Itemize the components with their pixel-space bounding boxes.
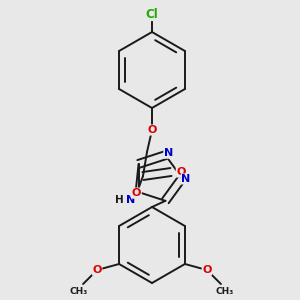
Text: O: O [92,265,102,275]
Text: Cl: Cl [146,8,158,20]
Text: H: H [115,195,123,205]
Text: O: O [202,265,212,275]
Text: CH₃: CH₃ [216,287,234,296]
Text: O: O [176,167,186,177]
Text: N: N [126,195,136,205]
Text: O: O [147,125,157,135]
Text: N: N [182,174,190,184]
Text: N: N [164,148,173,158]
Text: CH₃: CH₃ [70,287,88,296]
Text: O: O [132,188,141,198]
